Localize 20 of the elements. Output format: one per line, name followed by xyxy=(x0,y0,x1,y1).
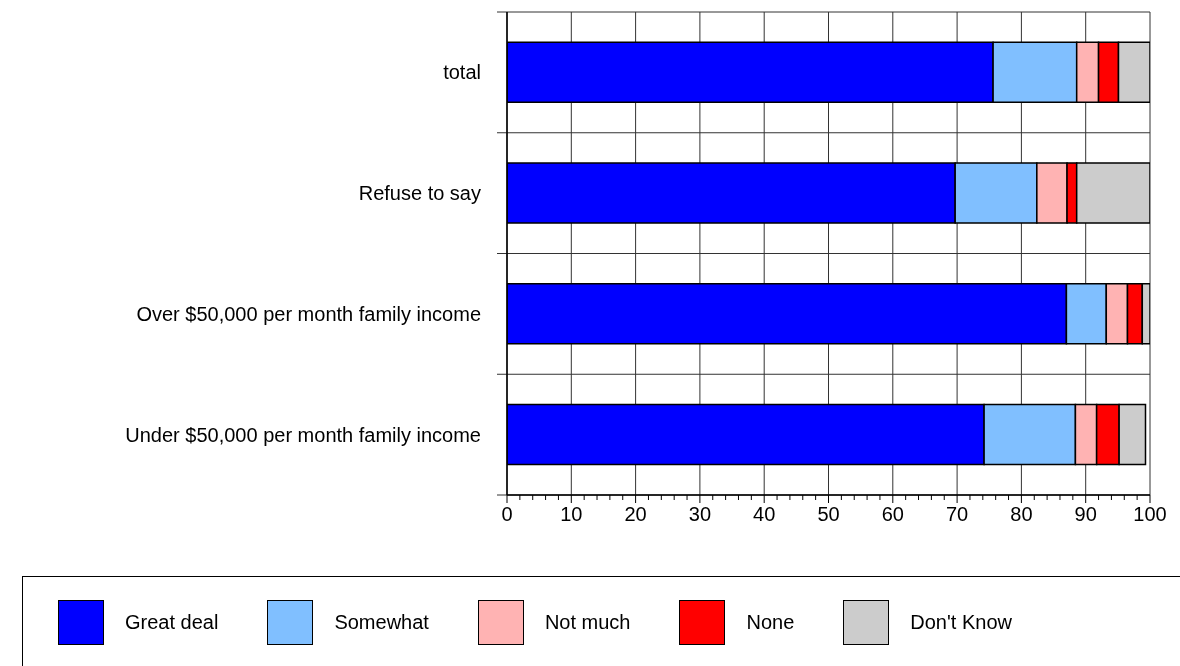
legend-label: Somewhat xyxy=(334,611,429,634)
legend-label: Don't Know xyxy=(910,611,1012,634)
y-tick-label: Refuse to say xyxy=(358,182,481,205)
legend-label: None xyxy=(746,611,795,634)
legend-label: Great deal xyxy=(125,611,219,634)
y-tick-label: total xyxy=(443,61,481,84)
x-tick-label: 60 xyxy=(881,503,904,525)
x-tick-label: 50 xyxy=(817,503,840,525)
x-tick-label: 100 xyxy=(1133,503,1167,525)
x-tick-label: 10 xyxy=(560,503,583,525)
x-tick-label: 80 xyxy=(1010,503,1033,525)
legend-label: Not much xyxy=(544,611,631,634)
x-tick-label: 40 xyxy=(753,503,776,525)
x-tick-label: 30 xyxy=(688,503,712,525)
x-tick-label: 0 xyxy=(501,503,513,525)
x-tick-label: 20 xyxy=(624,503,647,525)
y-tick-label: Over $50,000 per month family income xyxy=(136,302,481,325)
y-tick-label: Under $50,000 per month family income xyxy=(125,423,481,446)
x-tick-label: 70 xyxy=(945,503,969,525)
x-tick-label: 90 xyxy=(1074,503,1097,525)
